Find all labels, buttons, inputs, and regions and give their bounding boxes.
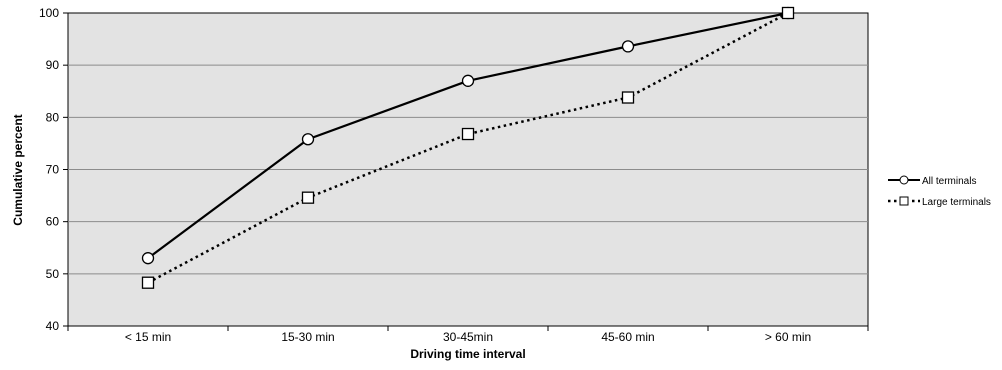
series-layer (141, 6, 795, 289)
x-tick-label: > 60 min (765, 330, 811, 344)
data-point-square (301, 191, 315, 204)
x-axis-title: Driving time interval (410, 347, 525, 361)
data-point-circle (141, 252, 155, 265)
legend-label: Large terminals (922, 197, 991, 208)
gridlines (68, 64, 868, 275)
data-point-circle (301, 133, 315, 146)
y-tick-label: 50 (46, 267, 60, 281)
y-tick-label: 40 (46, 319, 60, 333)
y-axis-ticks: 40 50 60 70 80 90 100 (39, 6, 68, 333)
legend-label: All terminals (922, 176, 976, 187)
y-tick-label: 90 (46, 58, 60, 72)
data-point-circle (461, 74, 475, 87)
data-point-square (461, 127, 475, 141)
data-point-square (621, 91, 635, 104)
x-tick-label: < 15 min (125, 330, 171, 344)
y-tick-label: 70 (46, 163, 60, 177)
data-point-circle (621, 40, 635, 53)
x-tick-label: 30-45min (443, 330, 493, 344)
data-point-square (781, 6, 795, 20)
x-axis-ticks: < 15 min 15-30 min 30-45min 45-60 min > 60 m… (67, 326, 869, 344)
y-tick-label: 100 (39, 6, 59, 20)
legend: All terminals Large terminals (888, 175, 991, 208)
legend-marker-circle (899, 175, 909, 185)
x-tick-label: 45-60 min (601, 330, 654, 344)
data-point-square (141, 276, 155, 289)
x-tick-label: 15-30 min (281, 330, 334, 344)
y-tick-label: 60 (46, 215, 60, 229)
y-tick-label: 80 (46, 110, 60, 124)
legend-marker-square (899, 196, 909, 206)
series-line-2 (147, 11, 789, 284)
y-axis-title: Cumulative percent (11, 114, 25, 225)
